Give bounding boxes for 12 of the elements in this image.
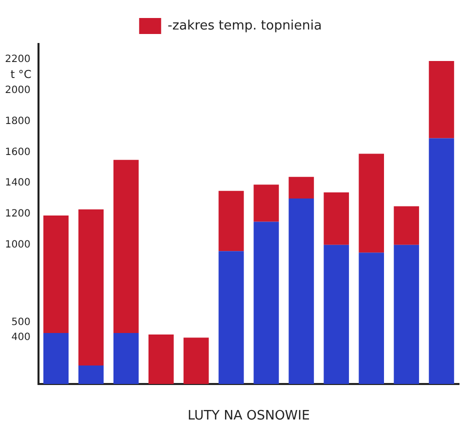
y-tick-label: 1000 xyxy=(4,240,30,251)
y-tick-label: 1200 xyxy=(4,208,30,220)
y-tick-label: 2000 xyxy=(4,84,30,96)
legend-label: -zakres temp. topnienia xyxy=(168,18,322,34)
y-tick-label: 500 xyxy=(11,316,30,328)
y-tick-label: 1800 xyxy=(4,116,30,127)
y-tick-label: 1400 xyxy=(4,178,30,189)
y-tick-label: 1600 xyxy=(4,146,30,158)
y-tick-label: 400 xyxy=(11,332,30,344)
y-axis-title: t °C xyxy=(10,68,32,81)
y-tick-label: 2200 xyxy=(4,54,30,66)
x-axis-title: LUTY NA OSNOWIE xyxy=(188,408,310,424)
